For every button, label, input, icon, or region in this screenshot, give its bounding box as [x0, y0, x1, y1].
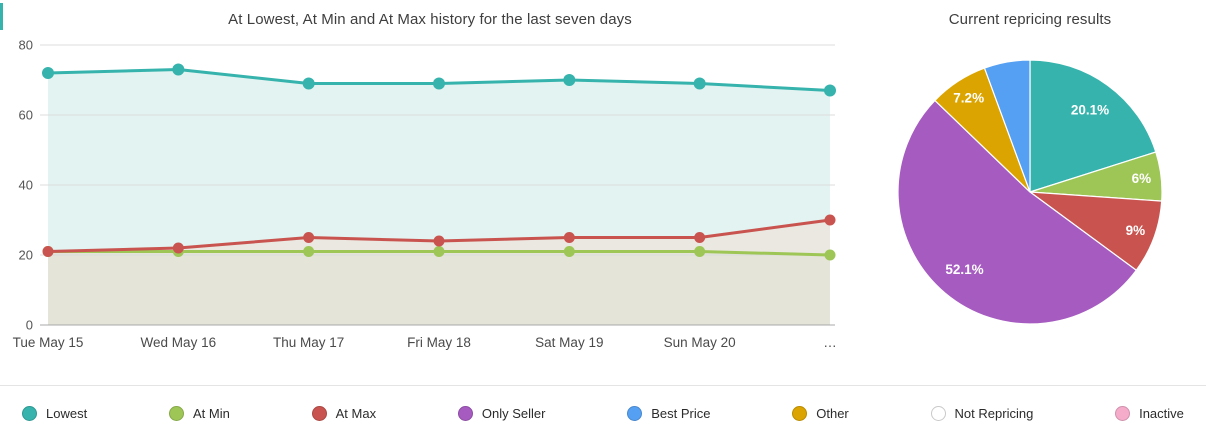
legend-item-at-min[interactable]: At Min — [168, 405, 230, 421]
y-axis-tick-label: 60 — [19, 108, 33, 123]
legend-item-lowest[interactable]: Lowest — [22, 405, 88, 421]
pie-slice-lowest[interactable] — [1029, 59, 1157, 193]
data-point-lowest[interactable] — [563, 74, 576, 86]
data-point-at-max[interactable] — [42, 246, 54, 257]
legend-item-label: Other — [816, 405, 849, 421]
legend-color-dot — [930, 405, 946, 421]
series-area-at-min — [48, 251, 830, 325]
legend-item-best-price[interactable]: Best Price — [627, 405, 711, 421]
legend-color-dot — [1115, 405, 1131, 421]
pie-slice-only-seller[interactable] — [897, 99, 1138, 325]
data-point-at-min[interactable] — [563, 246, 575, 257]
data-point-lowest[interactable] — [433, 77, 445, 90]
data-point-at-max[interactable] — [694, 232, 706, 243]
y-axis-tick-label: 0 — [26, 318, 33, 333]
left-edge-accent — [0, 3, 3, 30]
data-point-lowest[interactable] — [693, 77, 706, 90]
x-axis-tick-label: Thu May 17 — [273, 335, 344, 350]
legend-item-label: Lowest — [46, 405, 88, 421]
legend-color-dot — [627, 405, 643, 421]
legend-color-dot — [168, 405, 184, 421]
legend-item-inactive[interactable]: Inactive — [1115, 405, 1184, 421]
x-axis-tick-label: Fri May 18 — [407, 335, 471, 350]
data-point-at-min[interactable] — [694, 246, 706, 257]
legend-divider — [0, 385, 1206, 386]
legend-color-dot — [22, 405, 37, 421]
legend-item-label: At Min — [192, 405, 230, 421]
data-point-at-max[interactable] — [563, 232, 575, 243]
data-point-at-min[interactable] — [303, 246, 315, 257]
y-axis-tick-label: 40 — [19, 178, 33, 193]
line-chart-title: At Lowest, At Min and At Max history for… — [228, 11, 632, 28]
pie-chart-title: Current repricing results — [948, 11, 1112, 28]
pie-slice-label: 52.1% — [945, 262, 983, 277]
pie-slice-label: 9% — [1126, 223, 1146, 238]
data-point-at-min[interactable] — [824, 249, 836, 261]
data-point-at-max[interactable] — [172, 242, 184, 254]
data-point-at-max[interactable] — [303, 232, 315, 243]
legend-item-only-seller[interactable]: Only Seller — [457, 405, 546, 421]
data-point-lowest[interactable] — [172, 63, 185, 76]
legend-item-label: Best Price — [651, 405, 711, 421]
legend-item-label: At Max — [335, 405, 377, 421]
pie-chart-canvas: 20.1% 6% 9% 52.1% 7.2% — [897, 59, 1163, 325]
legend-item-other[interactable]: Other — [792, 405, 849, 421]
chart-legend: Lowest At Min At Max Only Seller Best Price O… — [0, 386, 1206, 440]
x-axis-tick-label: Tue May 15 — [13, 335, 84, 350]
y-axis-tick-label: 80 — [19, 38, 33, 53]
line-chart-canvas: 0 20 40 60 80 Tue May 15 Wed May 16 Thu May 17 F… — [13, 38, 837, 351]
legend-color-dot — [792, 405, 808, 421]
data-point-at-min[interactable] — [433, 246, 445, 257]
pie-slice-label: 7.2% — [953, 91, 984, 106]
data-point-lowest[interactable] — [824, 84, 836, 97]
pie-slice-label: 6% — [1132, 171, 1152, 186]
x-axis-tick-label: Sun May 20 — [664, 335, 736, 350]
x-axis-tick-label: … — [823, 335, 837, 350]
legend-item-not-repricing[interactable]: Not Repricing — [930, 405, 1034, 421]
y-axis-tick-label: 20 — [19, 248, 33, 263]
legend-item-label: Inactive — [1139, 405, 1184, 421]
legend-item-at-max[interactable]: At Max — [311, 405, 377, 421]
x-axis-tick-label: Sat May 19 — [535, 335, 603, 350]
legend-item-label: Not Repricing — [954, 405, 1034, 421]
x-axis-tick-label: Wed May 16 — [141, 335, 217, 350]
data-point-lowest[interactable] — [302, 77, 315, 90]
legend-color-dot — [311, 405, 327, 421]
data-point-lowest[interactable] — [42, 67, 54, 79]
legend-item-label: Only Seller — [481, 405, 546, 421]
legend-color-dot — [457, 405, 473, 421]
pie-slice-best-price[interactable] — [983, 59, 1031, 193]
pie-slice-label: 20.1% — [1071, 102, 1109, 117]
data-point-at-max[interactable] — [433, 235, 445, 247]
data-point-at-max[interactable] — [824, 214, 836, 226]
